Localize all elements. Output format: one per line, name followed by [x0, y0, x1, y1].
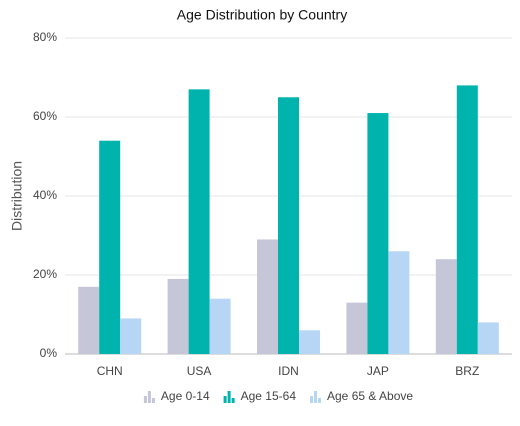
legend-icon-bar	[227, 391, 231, 403]
bar	[367, 113, 389, 354]
bar	[167, 278, 189, 354]
y-tick-label: 80%	[33, 30, 57, 44]
legend-icon-bar	[151, 398, 155, 403]
legend: Age 0-14 Age 15-64 Age 65 & Above	[143, 389, 413, 403]
legend-icon-bar	[318, 398, 322, 403]
bar	[388, 251, 410, 354]
bar	[257, 239, 278, 354]
y-axis-title: Distribution	[9, 161, 25, 231]
y-tick-label: 0%	[40, 346, 58, 360]
chart-title: Age Distribution by Country	[177, 7, 347, 23]
legend-icon-bar	[310, 396, 314, 403]
y-tick-label: 60%	[33, 109, 57, 123]
bar	[346, 302, 368, 354]
bar	[278, 97, 299, 354]
legend-icon-bar	[231, 398, 235, 403]
x-tick-label: USA	[187, 364, 212, 378]
legend-item[interactable]: Age 65 & Above	[310, 389, 413, 403]
x-tick-label: IDN	[278, 364, 299, 378]
bar	[99, 140, 121, 354]
bar	[456, 85, 478, 355]
y-tick-label: 20%	[33, 267, 57, 281]
legend-item[interactable]: Age 0-14	[143, 389, 210, 403]
legend-label: Age 15-64	[241, 389, 297, 403]
bar	[299, 330, 320, 354]
x-tick-label: CHN	[97, 364, 123, 378]
legend-icon-bar	[147, 391, 151, 403]
legend-icon-bar	[143, 396, 147, 403]
y-tick-label: 40%	[33, 188, 57, 202]
bar	[209, 298, 231, 354]
bar	[188, 89, 210, 354]
legend-icon	[310, 391, 322, 403]
bar	[120, 318, 142, 354]
bar	[477, 322, 499, 354]
x-tick-label: BRZ	[455, 364, 479, 378]
legend-icon	[143, 391, 155, 403]
legend-label: Age 65 & Above	[327, 389, 413, 403]
legend-label: Age 0-14	[161, 389, 210, 403]
legend-icon	[223, 391, 235, 403]
legend-icon-bar	[314, 391, 318, 403]
bar	[435, 259, 457, 354]
bar	[78, 286, 100, 354]
x-tick-label: JAP	[367, 364, 389, 378]
legend-icon-bar	[223, 396, 227, 403]
legend-item[interactable]: Age 15-64	[223, 389, 297, 403]
